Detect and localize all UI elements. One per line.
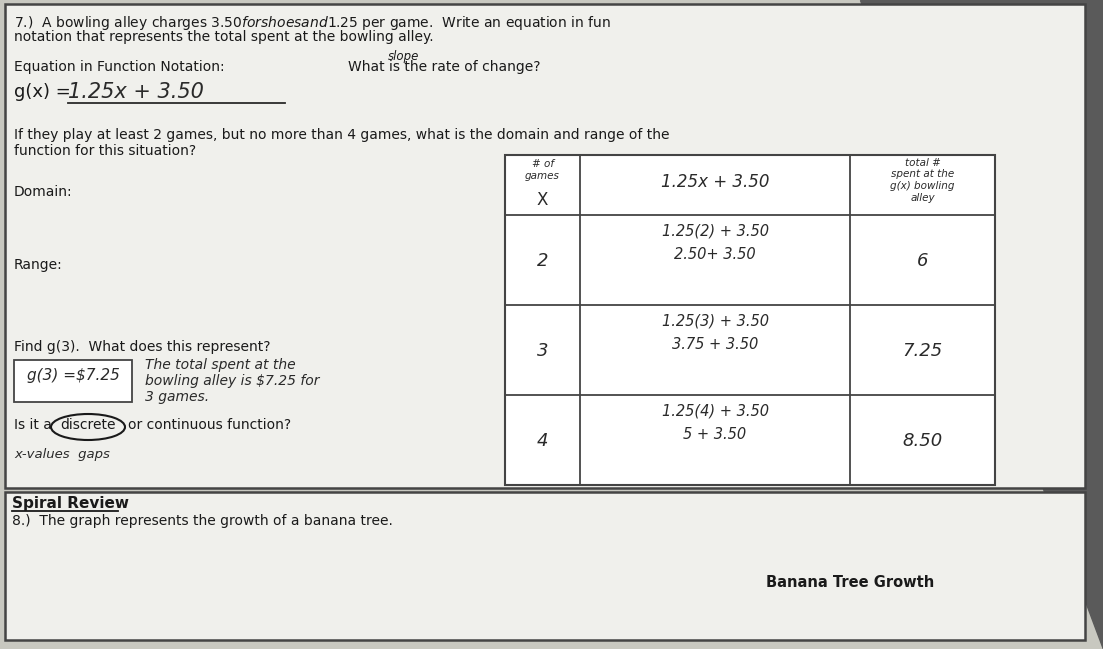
Text: g(x) =: g(x) = xyxy=(14,83,76,101)
Text: or continuous function?: or continuous function? xyxy=(128,418,291,432)
Text: 8.50: 8.50 xyxy=(902,432,943,450)
Text: Banana Tree Growth: Banana Tree Growth xyxy=(765,575,934,590)
Text: 1.25(3) + 3.50: 1.25(3) + 3.50 xyxy=(662,313,769,328)
Text: 3 games.: 3 games. xyxy=(144,390,210,404)
Text: Equation in Function Notation:: Equation in Function Notation: xyxy=(14,60,225,74)
Text: 6: 6 xyxy=(917,252,929,270)
Text: 2: 2 xyxy=(537,252,548,270)
Bar xyxy=(6,4,1085,488)
Bar xyxy=(505,155,995,485)
Text: Domain:: Domain: xyxy=(14,185,73,199)
Text: function for this situation?: function for this situation? xyxy=(14,144,196,158)
Text: 8.)  The graph represents the growth of a banana tree.: 8.) The graph represents the growth of a… xyxy=(12,514,393,528)
Text: 2.50+ 3.50: 2.50+ 3.50 xyxy=(674,247,756,262)
Text: spent at the: spent at the xyxy=(891,169,954,179)
Text: Spiral Review: Spiral Review xyxy=(12,496,129,511)
Text: 1.25(4) + 3.50: 1.25(4) + 3.50 xyxy=(662,403,769,418)
Text: 1.25x + 3.50: 1.25x + 3.50 xyxy=(661,173,769,191)
Polygon shape xyxy=(860,0,1103,649)
Text: 7.25: 7.25 xyxy=(902,342,943,360)
Text: slope: slope xyxy=(388,50,419,63)
Text: discrete: discrete xyxy=(61,418,116,432)
Text: 3: 3 xyxy=(537,342,548,360)
Text: # of
games: # of games xyxy=(525,159,560,182)
Text: X: X xyxy=(537,191,548,209)
Text: Is it a: Is it a xyxy=(14,418,56,432)
Text: Find g(3).  What does this represent?: Find g(3). What does this represent? xyxy=(14,340,270,354)
Text: 5 + 3.50: 5 + 3.50 xyxy=(684,427,747,442)
Text: total #: total # xyxy=(904,158,941,168)
Bar xyxy=(14,360,132,402)
Text: alley: alley xyxy=(910,193,935,203)
Text: 1.25x + 3.50: 1.25x + 3.50 xyxy=(68,82,204,102)
Text: 3.75 + 3.50: 3.75 + 3.50 xyxy=(672,337,758,352)
Text: Range:: Range: xyxy=(14,258,63,272)
Text: g(3) =$7.25: g(3) =$7.25 xyxy=(26,368,119,383)
Text: notation that represents the total spent at the bowling alley.: notation that represents the total spent… xyxy=(14,30,433,44)
Text: 1.25(2) + 3.50: 1.25(2) + 3.50 xyxy=(662,223,769,238)
Text: What is the rate of change?: What is the rate of change? xyxy=(349,60,540,74)
Text: bowling alley is $7.25 for: bowling alley is $7.25 for xyxy=(144,374,320,388)
Bar xyxy=(6,492,1085,640)
Text: The total spent at the: The total spent at the xyxy=(144,358,296,372)
Text: If they play at least 2 games, but no more than 4 games, what is the domain and : If they play at least 2 games, but no mo… xyxy=(14,128,670,142)
Text: 4: 4 xyxy=(537,432,548,450)
Text: 7.)  A bowling alley charges $3.50 for shoes and $1.25 per game.  Write an equat: 7.) A bowling alley charges $3.50 for sh… xyxy=(14,14,611,32)
Text: g(x) bowling: g(x) bowling xyxy=(890,181,955,191)
Text: x-values  gaps: x-values gaps xyxy=(14,448,110,461)
